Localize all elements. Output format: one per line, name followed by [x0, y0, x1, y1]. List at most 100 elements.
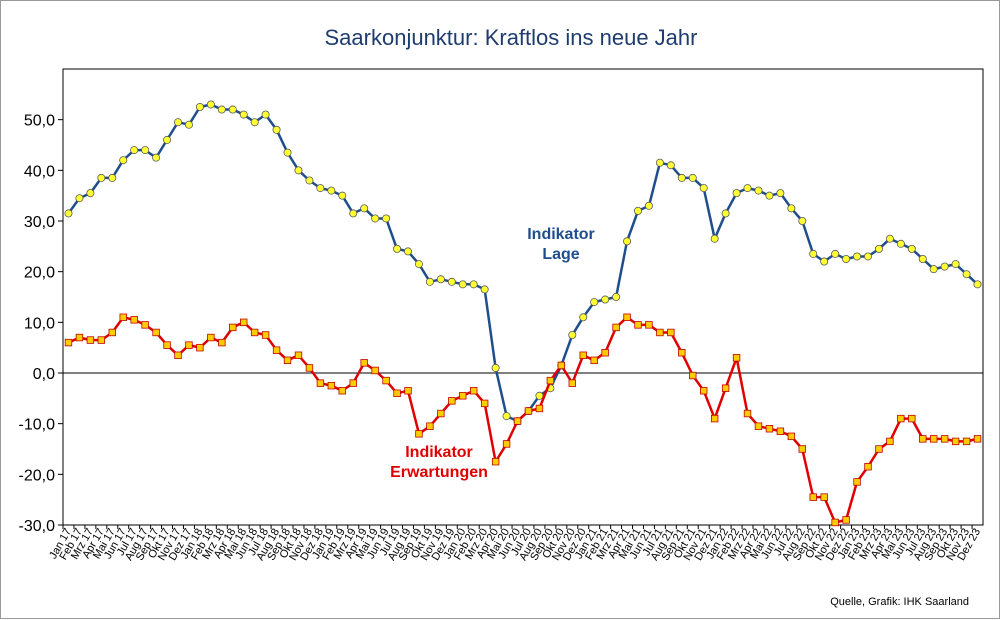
data-point: [163, 341, 171, 349]
data-point: [480, 399, 489, 408]
data-point: [623, 237, 632, 246]
data-point: [458, 280, 467, 289]
y-tick-label: 50,0: [24, 113, 55, 130]
data-point: [853, 252, 862, 261]
data-point: [480, 285, 489, 294]
data-point: [864, 463, 872, 471]
data-point: [612, 292, 621, 301]
data-point: [699, 184, 708, 193]
data-point: [349, 379, 357, 387]
data-point: [919, 435, 927, 443]
data-point: [448, 397, 456, 405]
data-point: [64, 209, 73, 218]
data-point: [918, 254, 927, 263]
data-point: [623, 313, 631, 321]
data-point: [557, 361, 566, 370]
data-point: [261, 331, 270, 339]
data-point: [436, 275, 445, 284]
data-point: [338, 387, 346, 395]
series-indikator-lage: [64, 100, 982, 426]
data-point: [787, 204, 796, 213]
data-point: [141, 146, 150, 155]
data-point: [206, 100, 215, 109]
data-point: [360, 204, 369, 213]
data-point: [141, 321, 149, 329]
data-point: [371, 214, 380, 223]
data-point: [535, 404, 544, 413]
data-point: [414, 260, 423, 269]
data-point: [732, 354, 741, 362]
data-point: [228, 105, 237, 114]
data-point: [864, 252, 873, 261]
data-point: [951, 437, 960, 446]
data-point: [64, 338, 73, 347]
data-point: [196, 343, 204, 352]
data-point: [842, 516, 850, 524]
data-point: [393, 389, 401, 397]
data-point: [184, 120, 193, 129]
plot-area: [62, 68, 984, 526]
data-point: [382, 214, 391, 223]
data-point: [152, 328, 160, 337]
data-point: [886, 437, 894, 446]
data-point: [710, 414, 719, 423]
data-point: [86, 336, 95, 344]
data-point: [853, 478, 861, 486]
data-point: [546, 376, 555, 385]
data-point: [426, 422, 434, 430]
data-point: [700, 387, 708, 395]
data-point: [644, 201, 653, 210]
data-point: [776, 427, 785, 435]
data-point: [240, 318, 248, 327]
data-point: [678, 349, 686, 357]
data-point: [173, 118, 182, 127]
data-point: [108, 328, 116, 337]
data-point: [579, 313, 588, 322]
data-point: [502, 412, 511, 421]
data-point: [655, 158, 664, 167]
data-point: [305, 364, 314, 372]
data-point: [677, 173, 686, 182]
data-point: [568, 330, 577, 339]
data-point: [239, 110, 248, 119]
data-point: [962, 437, 971, 446]
data-point: [842, 254, 851, 263]
data-point: [831, 249, 840, 258]
y-tick-label: 20,0: [24, 265, 55, 282]
series-layer: [64, 100, 982, 527]
data-point: [97, 336, 106, 344]
data-point: [874, 244, 883, 253]
data-point: [787, 432, 796, 441]
y-tick-label: 40,0: [24, 163, 55, 180]
data-point: [601, 349, 609, 357]
data-point: [97, 173, 106, 182]
data-point: [447, 277, 456, 286]
data-point: [491, 363, 500, 372]
data-point: [470, 387, 478, 395]
data-point: [163, 135, 172, 144]
data-point: [634, 206, 643, 215]
data-point: [272, 125, 281, 134]
data-point: [119, 156, 128, 165]
data-point: [667, 328, 675, 337]
data-point: [809, 493, 817, 501]
annotation-erwartungen-line1: Indikator: [405, 444, 473, 461]
series-line: [67, 103, 979, 423]
data-point: [130, 316, 138, 324]
data-point: [415, 430, 423, 438]
data-point: [875, 445, 883, 453]
data-point: [425, 277, 434, 286]
data-point: [108, 173, 117, 182]
data-point: [524, 407, 533, 415]
series-line: [67, 316, 978, 524]
data-point: [360, 359, 368, 367]
data-point: [217, 105, 226, 114]
data-point: [688, 173, 697, 182]
data-point: [798, 216, 807, 225]
annotation-lage-line2: Lage: [542, 246, 579, 263]
data-point: [338, 191, 347, 200]
y-tick-label: 0,0: [33, 366, 55, 383]
data-point: [907, 244, 916, 253]
data-point: [656, 328, 664, 337]
